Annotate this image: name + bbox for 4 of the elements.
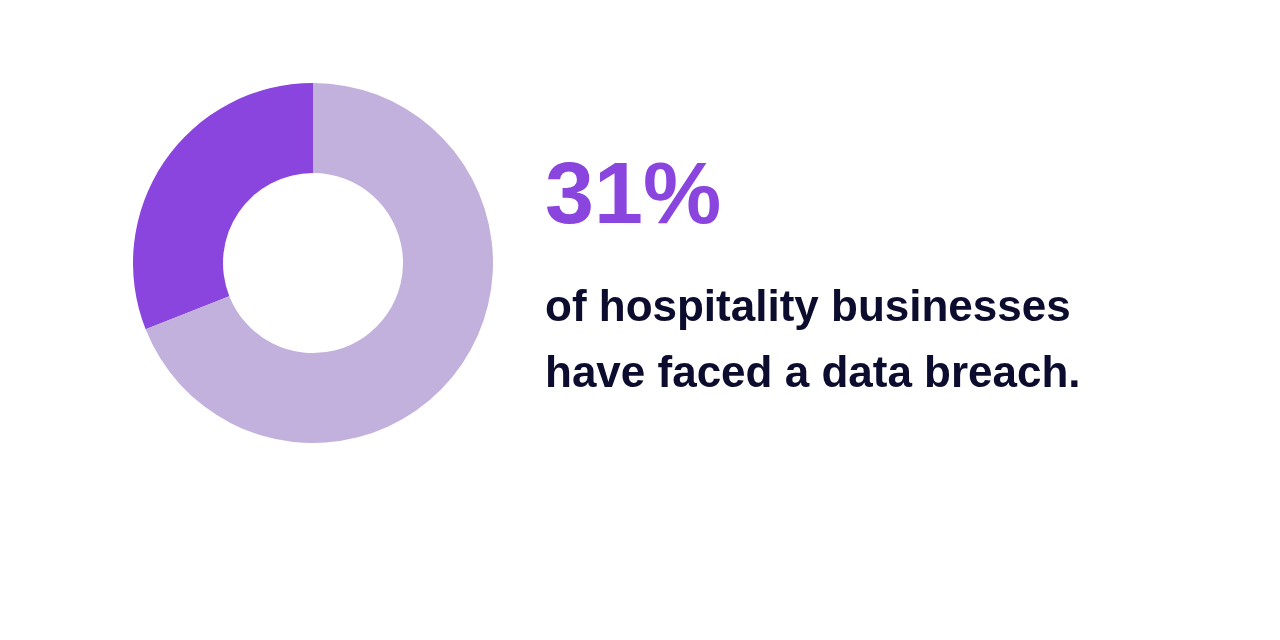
donut-slice [145, 83, 493, 443]
text: of hospitality businesses have faced a data breach. [545, 281, 1081, 396]
donut-slice [133, 83, 313, 330]
text: 31% [545, 143, 722, 242]
